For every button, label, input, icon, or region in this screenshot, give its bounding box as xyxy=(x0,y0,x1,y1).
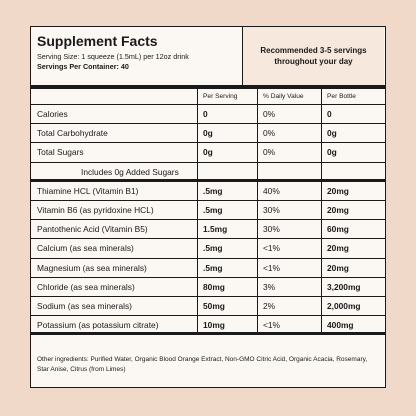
nutrient-name: Calcium (as sea minerals) xyxy=(37,243,134,254)
per-bottle-value: 400mg xyxy=(327,320,354,331)
daily-value: 2% xyxy=(263,300,276,311)
per-bottle-value: 60mg xyxy=(327,224,349,235)
daily-value: <1% xyxy=(263,243,280,254)
table-row: Calories 0 0% 0 xyxy=(31,105,385,125)
table-row: Includes 0g Added Sugars xyxy=(31,162,385,182)
nutrient-name: Chloride (as sea minerals) xyxy=(37,281,135,292)
nutrient-name: Vitamin B6 (as pyridoxine HCL) xyxy=(37,204,154,215)
label-title: Supplement Facts xyxy=(37,33,158,49)
nutrient-name: Magnesium (as sea minerals) xyxy=(37,262,147,273)
per-serving-value: 50mg xyxy=(203,300,225,311)
per-bottle-value: 20mg xyxy=(327,204,349,215)
daily-value: 0% xyxy=(263,128,276,139)
per-bottle-value: 20mg xyxy=(327,185,349,196)
per-bottle-value: 20mg xyxy=(327,262,349,273)
header-info: Supplement Facts Serving Size: 1 squeeze… xyxy=(31,27,243,85)
col-daily-value: % Daily Value xyxy=(263,93,304,100)
table-row: Thiamine HCL (Vitamin B1) .5mg 40% 20mg xyxy=(31,181,385,201)
per-bottle-value: 3,200mg xyxy=(327,281,361,292)
per-serving-value: .5mg xyxy=(203,204,223,215)
daily-value: 40% xyxy=(263,185,280,196)
per-bottle-value: 20mg xyxy=(327,243,349,254)
col-per-serving: Per Serving xyxy=(203,93,238,100)
serving-size: Serving Size: 1 squeeze (1.5mL) per 12oz… xyxy=(37,52,189,61)
per-bottle-value: 0g xyxy=(327,128,337,139)
column-header-row: Per Serving % Daily Value Per Bottle xyxy=(31,89,385,105)
nutrient-name: Calories xyxy=(37,109,68,119)
per-serving-value: 0g xyxy=(203,128,213,139)
per-bottle-value: 2,000mg xyxy=(327,300,361,311)
daily-value: 30% xyxy=(263,204,280,215)
other-ingredients: Other ingredients: Purified Water, Organ… xyxy=(37,356,368,373)
table-row: Total Carbohydrate 0g 0% 0g xyxy=(31,124,385,144)
nutrient-name: Total Carbohydrate xyxy=(37,128,108,139)
per-serving-value: 10mg xyxy=(203,320,225,331)
per-serving-value: 80mg xyxy=(203,281,225,292)
col-per-bottle: Per Bottle xyxy=(327,93,356,100)
supplement-facts-label: Supplement Facts Serving Size: 1 squeeze… xyxy=(30,26,386,388)
daily-value: 30% xyxy=(263,224,280,235)
nutrient-name: Total Sugars xyxy=(37,147,84,158)
daily-value: 0% xyxy=(263,109,276,119)
daily-value: <1% xyxy=(263,262,280,273)
nutrient-name: Thiamine HCL (Vitamin B1) xyxy=(37,185,139,196)
table-row: Pantothenic Acid (Vitamin B5) 1.5mg 30% … xyxy=(31,220,385,240)
table-row: Chloride (as sea minerals) 80mg 3% 3,200… xyxy=(31,277,385,297)
nutrient-name: Potassium (as potassium citrate) xyxy=(37,320,159,331)
nutrient-name: Pantothenic Acid (Vitamin B5) xyxy=(37,224,148,235)
table-row: Potassium (as potassium citrate) 10mg <1… xyxy=(31,316,385,336)
per-serving-value: 0g xyxy=(203,147,213,158)
label-header: Supplement Facts Serving Size: 1 squeeze… xyxy=(31,27,385,89)
table-row: Total Sugars 0g 0% 0g xyxy=(31,143,385,163)
per-serving-value: 0 xyxy=(203,109,208,119)
table-row: Vitamin B6 (as pyridoxine HCL) .5mg 30% … xyxy=(31,200,385,221)
per-bottle-value: 0 xyxy=(327,109,332,119)
per-serving-value: .5mg xyxy=(203,243,223,254)
nutrient-name: Includes 0g Added Sugars xyxy=(81,166,179,177)
per-bottle-value: 0g xyxy=(327,147,337,158)
servings-per-container: Servings Per Container: 40 xyxy=(37,61,129,71)
table-row: Calcium (as sea minerals) .5mg <1% 20mg xyxy=(31,239,385,259)
recommendation-box: Recommended 3-5 servings throughout your… xyxy=(243,27,384,85)
daily-value: 3% xyxy=(263,281,276,292)
daily-value: <1% xyxy=(263,320,280,331)
per-serving-value: .5mg xyxy=(203,262,223,273)
nutrient-name: Sodium (as sea minerals) xyxy=(37,300,132,311)
per-serving-value: 1.5mg xyxy=(203,224,228,235)
table-row: Sodium (as sea minerals) 50mg 2% 2,000mg xyxy=(31,296,385,317)
table-row: Magnesium (as sea minerals) .5mg <1% 20m… xyxy=(31,258,385,278)
facts-table: Per Serving % Daily Value Per Bottle Cal… xyxy=(31,89,385,336)
per-serving-value: .5mg xyxy=(203,185,223,196)
daily-value: 0% xyxy=(263,147,276,158)
